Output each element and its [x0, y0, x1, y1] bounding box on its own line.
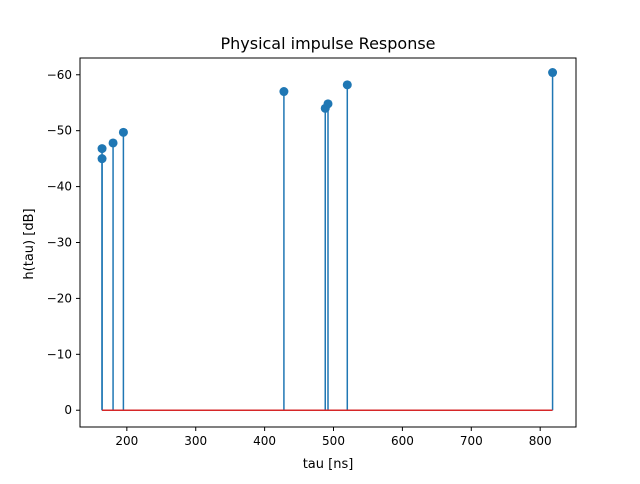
y-tick-label: −60 [47, 68, 72, 82]
y-tick-label: 0 [64, 403, 72, 417]
chart-title: Physical impulse Response [220, 34, 435, 53]
y-tick-label: −10 [47, 347, 72, 361]
x-axis-label: tau [ns] [303, 457, 354, 472]
stem-marker [548, 68, 558, 78]
x-tick-label: 800 [529, 434, 552, 448]
x-tick-label: 700 [460, 434, 483, 448]
x-tick-label: 600 [391, 434, 414, 448]
stem-marker [118, 127, 128, 137]
plot-area [97, 68, 558, 411]
y-axis-label: h(tau) [dB] [22, 208, 37, 279]
stem-marker [97, 154, 107, 164]
axes: 200 300 400 500 600 700 800 0 −10 −20 −30 −40 −50 −60 [47, 57, 577, 448]
stem-marker [108, 138, 118, 148]
stem-marker [279, 87, 289, 97]
y-tick-label: −50 [47, 124, 72, 138]
x-tick-label: 200 [115, 434, 138, 448]
stem-marker [323, 99, 333, 109]
x-tick-label: 300 [184, 434, 207, 448]
y-tick-label: −20 [47, 291, 72, 305]
stem-marker [342, 80, 352, 90]
stem-marker [97, 144, 107, 154]
y-tick-label: −40 [47, 180, 72, 194]
x-tick-label: 500 [322, 434, 345, 448]
y-tick-label: −30 [47, 236, 72, 250]
x-tick-label: 400 [253, 434, 276, 448]
